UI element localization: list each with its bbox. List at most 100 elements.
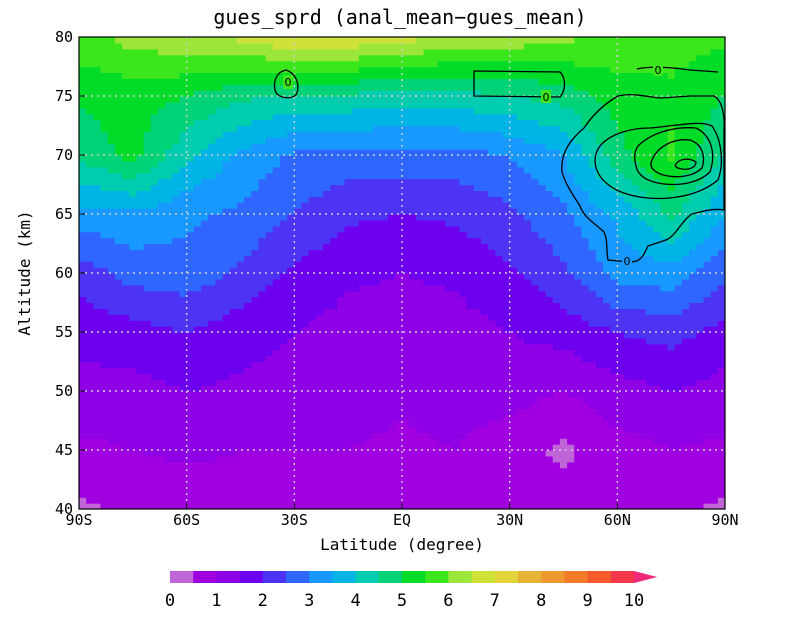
field-cell [660,467,669,475]
field-cell [215,255,224,262]
field-cell [265,296,274,304]
field-cell [337,426,346,433]
field-cell [710,202,719,209]
field-cell [201,196,209,203]
field-cell [179,243,188,250]
field-cell [236,337,245,345]
field-cell [430,184,439,191]
field-cell [351,373,360,380]
field-cell [193,343,202,351]
field-cell [588,391,597,398]
field-cell [423,214,432,221]
field-cell [574,491,583,498]
field-cell [595,461,604,469]
field-cell [402,438,410,445]
field-cell [344,320,353,327]
field-cell [445,385,453,392]
field-cell [610,438,618,445]
field-cell [466,432,475,439]
field-cell [452,237,461,245]
field-cell [86,178,94,186]
field-cell [114,385,123,392]
field-cell [287,373,295,380]
field-cell [452,320,461,327]
field-cell [602,190,611,197]
field-cell [617,373,626,380]
field-cell [495,320,504,327]
field-cell [696,373,705,380]
field-cell [445,190,453,197]
field-cell [201,337,209,345]
field-cell [459,202,468,209]
field-cell [294,249,303,256]
field-cell [445,414,453,422]
field-cell [201,473,209,481]
field-cell [646,202,654,209]
field-cell [545,491,554,498]
field-cell [330,432,338,439]
field-cell [100,414,109,422]
field-cell [595,485,604,492]
field-cell [172,432,181,439]
field-cell [581,302,590,309]
field-cell [301,237,310,245]
field-cell [337,184,346,191]
field-cell [323,255,331,262]
field-cell [617,467,626,475]
field-cell [258,432,267,439]
field-cell [129,391,138,398]
field-cell [667,355,676,363]
field-cell [459,249,468,256]
field-cell [445,473,453,481]
field-cell [279,343,288,351]
field-cell [129,208,138,215]
field-cell [653,414,661,422]
field-cell [100,284,109,292]
field-cell [244,267,252,274]
field-cell [710,491,719,498]
field-cell [459,438,468,445]
field-cell [165,196,173,203]
field-cell [186,385,195,392]
field-cell [244,444,252,451]
field-cell [315,491,324,498]
field-cell [265,461,274,469]
field-cell [667,219,676,227]
field-cell [617,225,626,233]
field-cell [552,379,561,386]
field-cell [667,361,676,368]
field-cell [531,432,539,439]
field-cell [416,267,425,274]
field-cell [617,450,626,457]
field-cell [559,479,568,486]
field-cell [710,426,719,433]
field-cell [179,396,188,404]
field-cell [495,190,504,197]
field-cell [437,337,446,345]
field-cell [143,450,152,457]
field-cell [531,326,539,333]
field-cell [122,237,130,245]
field-cell [258,332,267,339]
field-cell [315,284,324,292]
field-cell [107,438,116,445]
field-cell [272,278,281,286]
field-cell [157,414,166,422]
field-cell [394,219,403,227]
field-cell [129,178,138,186]
field-cell [495,497,504,504]
field-cell [595,267,604,274]
field-cell [567,302,575,309]
field-cell [509,408,518,416]
field-cell [516,391,525,398]
field-cell [466,196,475,203]
field-cell [344,302,353,309]
field-cell [402,219,410,227]
field-cell [574,249,583,256]
field-cell [272,438,281,445]
field-cell [315,231,324,239]
field-cell [581,455,590,463]
field-cell [681,503,690,509]
field-cell [588,485,597,492]
field-cell [488,491,496,498]
